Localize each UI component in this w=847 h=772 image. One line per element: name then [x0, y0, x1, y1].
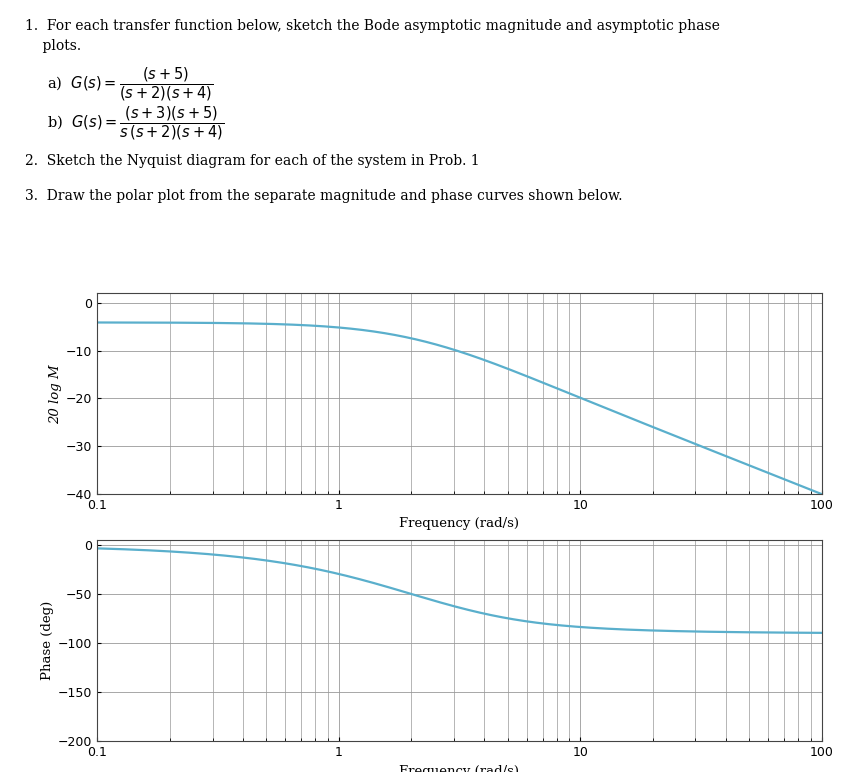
X-axis label: Frequency (rad/s): Frequency (rad/s) [400, 517, 519, 530]
Text: b)  $G(s) = \dfrac{(s+3)(s+5)}{s\,(s+2)(s+4)}$: b) $G(s) = \dfrac{(s+3)(s+5)}{s\,(s+2)(s… [47, 104, 224, 142]
X-axis label: Frequency (rad/s): Frequency (rad/s) [400, 764, 519, 772]
Text: a)  $G(s) = \dfrac{(s+5)}{(s+2)(s+4)}$: a) $G(s) = \dfrac{(s+5)}{(s+2)(s+4)}$ [47, 66, 213, 103]
Y-axis label: Phase (deg): Phase (deg) [41, 601, 54, 680]
Text: 2.  Sketch the Nyquist diagram for each of the system in Prob. 1: 2. Sketch the Nyquist diagram for each o… [25, 154, 480, 168]
Text: 3.  Draw the polar plot from the separate magnitude and phase curves shown below: 3. Draw the polar plot from the separate… [25, 189, 623, 203]
Text: 1.  For each transfer function below, sketch the Bode asymptotic magnitude and a: 1. For each transfer function below, ske… [25, 19, 720, 52]
Y-axis label: 20 log M: 20 log M [49, 364, 62, 424]
